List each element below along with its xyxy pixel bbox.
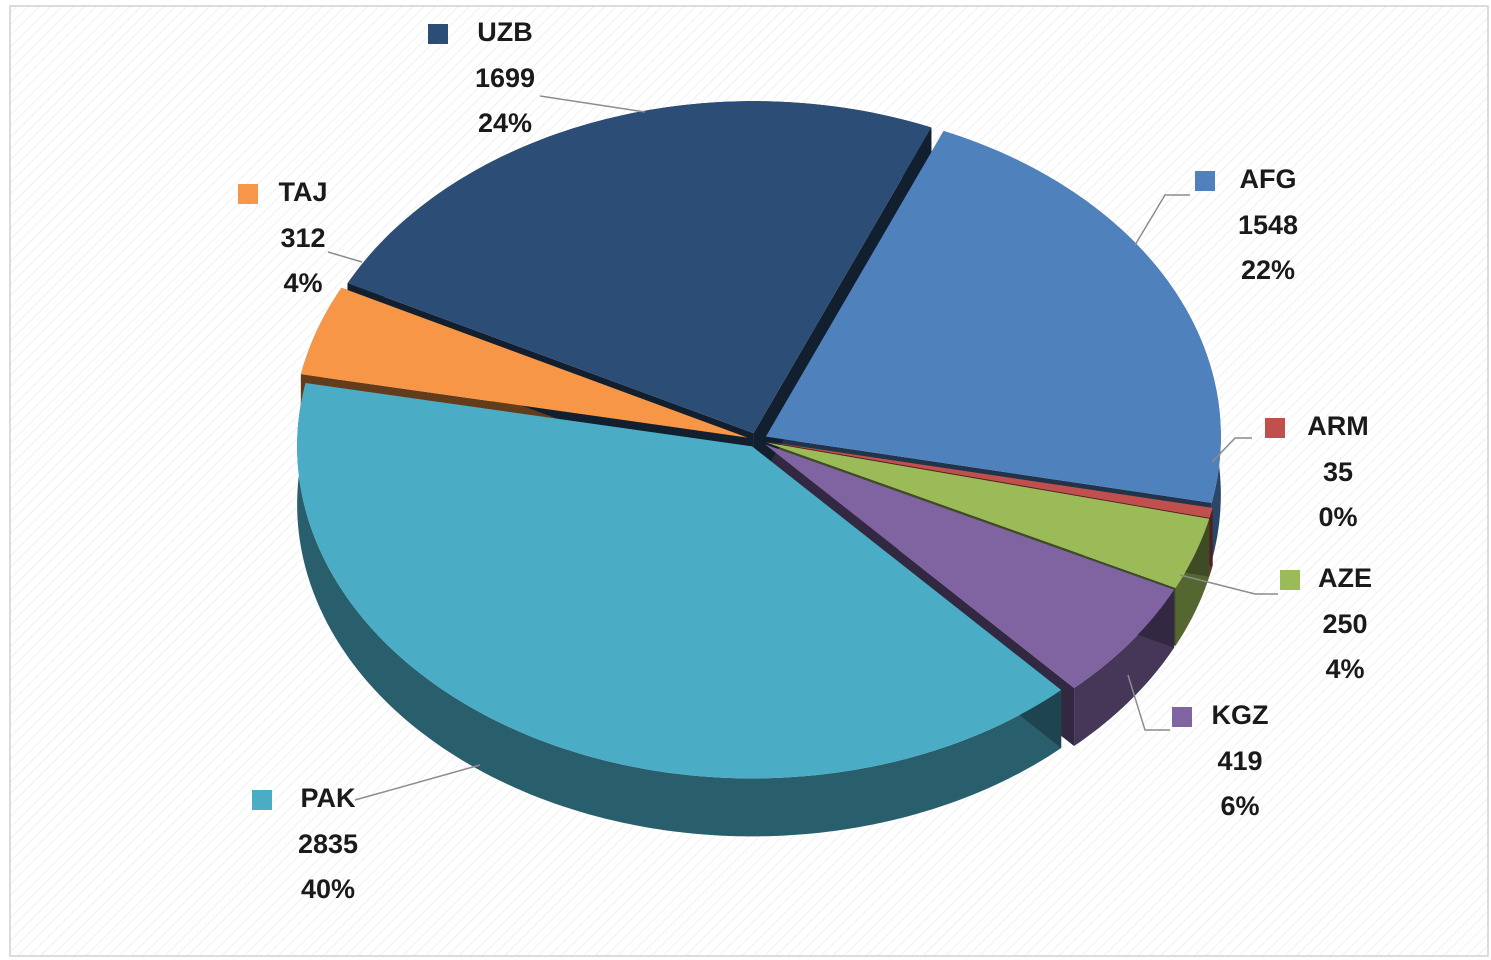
value-label: 419: [1217, 746, 1262, 776]
pie-tops: [297, 101, 1221, 779]
leader-line: [1134, 194, 1190, 246]
legend-swatch: [1195, 171, 1215, 191]
category-label: TAJ: [278, 177, 327, 207]
data-labels: AFG 1548 22% ARM 35 0% AZE 250 4% KGZ 419 6% PAK 2835…: [238, 17, 1372, 904]
percent-label: 4%: [1325, 654, 1364, 684]
percent-label: 0%: [1318, 502, 1357, 532]
percent-label: 22%: [1241, 255, 1295, 285]
legend-swatch: [238, 184, 258, 204]
value-label: 1699: [475, 63, 535, 93]
slice-side: [297, 383, 1062, 837]
value-label: 35: [1323, 457, 1353, 487]
slice: [765, 444, 1175, 689]
value-label: 2835: [298, 829, 358, 859]
slice: [766, 442, 1210, 588]
category-label: UZB: [477, 17, 533, 47]
category-label: AZE: [1318, 563, 1372, 593]
leader-line: [1211, 437, 1252, 463]
leader-line: [1127, 674, 1170, 731]
percent-label: 40%: [301, 874, 355, 904]
category-label: PAK: [300, 783, 356, 813]
legend-swatch: [1172, 707, 1192, 727]
value-label: 1548: [1238, 210, 1298, 240]
value-label: 250: [1322, 609, 1367, 639]
slice: [297, 383, 1062, 779]
category-label: AFG: [1240, 164, 1297, 194]
slice: [347, 101, 932, 434]
percent-label: 6%: [1220, 791, 1259, 821]
percent-label: 4%: [283, 268, 322, 298]
value-label: 312: [280, 223, 325, 253]
leader-line: [539, 95, 646, 113]
leader-line: [327, 251, 363, 263]
legend-swatch: [428, 24, 448, 44]
leader-line: [1179, 574, 1278, 595]
legend-swatch: [252, 790, 272, 810]
slice: [765, 130, 1221, 503]
slice: [766, 441, 1213, 518]
slice: [300, 287, 748, 438]
category-label: ARM: [1307, 411, 1369, 441]
percent-label: 24%: [478, 108, 532, 138]
category-label: KGZ: [1212, 700, 1269, 730]
leader-line: [354, 764, 481, 801]
legend-swatch: [1265, 418, 1285, 438]
legend-swatch: [1280, 570, 1300, 590]
